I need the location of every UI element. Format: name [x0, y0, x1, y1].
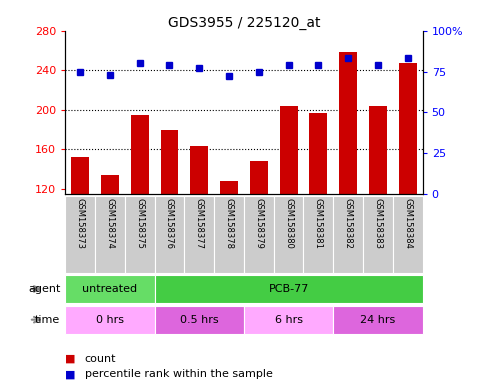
Text: percentile rank within the sample: percentile rank within the sample: [85, 369, 272, 379]
Text: GSM158383: GSM158383: [373, 198, 383, 249]
Text: GSM158373: GSM158373: [76, 198, 85, 249]
Bar: [185, 196, 214, 273]
Text: GSM158382: GSM158382: [344, 198, 353, 249]
Bar: [155, 306, 244, 333]
Bar: [160, 130, 178, 308]
Bar: [399, 63, 417, 308]
Text: count: count: [85, 354, 116, 364]
Bar: [190, 146, 208, 308]
Bar: [131, 115, 149, 308]
Bar: [333, 306, 423, 333]
Text: GSM158375: GSM158375: [135, 198, 144, 249]
Bar: [339, 53, 357, 308]
Text: agent: agent: [28, 284, 60, 294]
Bar: [95, 196, 125, 273]
Text: GSM158376: GSM158376: [165, 198, 174, 249]
Bar: [250, 161, 268, 308]
Bar: [125, 196, 155, 273]
Bar: [214, 196, 244, 273]
Bar: [155, 196, 185, 273]
Bar: [393, 196, 423, 273]
Bar: [303, 196, 333, 273]
Bar: [363, 196, 393, 273]
Text: ■: ■: [65, 369, 76, 379]
Text: GSM158374: GSM158374: [105, 198, 114, 249]
Bar: [220, 181, 238, 308]
Text: GSM158384: GSM158384: [403, 198, 412, 249]
Title: GDS3955 / 225120_at: GDS3955 / 225120_at: [168, 16, 320, 30]
Text: GSM158379: GSM158379: [255, 198, 263, 249]
Bar: [71, 157, 89, 308]
Text: 0.5 hrs: 0.5 hrs: [180, 314, 218, 325]
Text: GSM158381: GSM158381: [314, 198, 323, 249]
Bar: [274, 196, 303, 273]
Text: untreated: untreated: [82, 284, 138, 294]
Bar: [101, 175, 119, 308]
Bar: [155, 275, 423, 303]
Bar: [244, 306, 333, 333]
Bar: [280, 106, 298, 308]
Bar: [65, 196, 95, 273]
Bar: [333, 196, 363, 273]
Bar: [65, 306, 155, 333]
Bar: [244, 196, 274, 273]
Text: 0 hrs: 0 hrs: [96, 314, 124, 325]
Text: GSM158378: GSM158378: [225, 198, 233, 249]
Text: GSM158377: GSM158377: [195, 198, 204, 249]
Bar: [369, 106, 387, 308]
Bar: [65, 275, 155, 303]
Bar: [310, 113, 327, 308]
Text: PCB-77: PCB-77: [269, 284, 309, 294]
Text: ■: ■: [65, 354, 76, 364]
Text: 24 hrs: 24 hrs: [360, 314, 396, 325]
Text: time: time: [35, 314, 60, 325]
Text: 6 hrs: 6 hrs: [275, 314, 302, 325]
Text: GSM158380: GSM158380: [284, 198, 293, 249]
